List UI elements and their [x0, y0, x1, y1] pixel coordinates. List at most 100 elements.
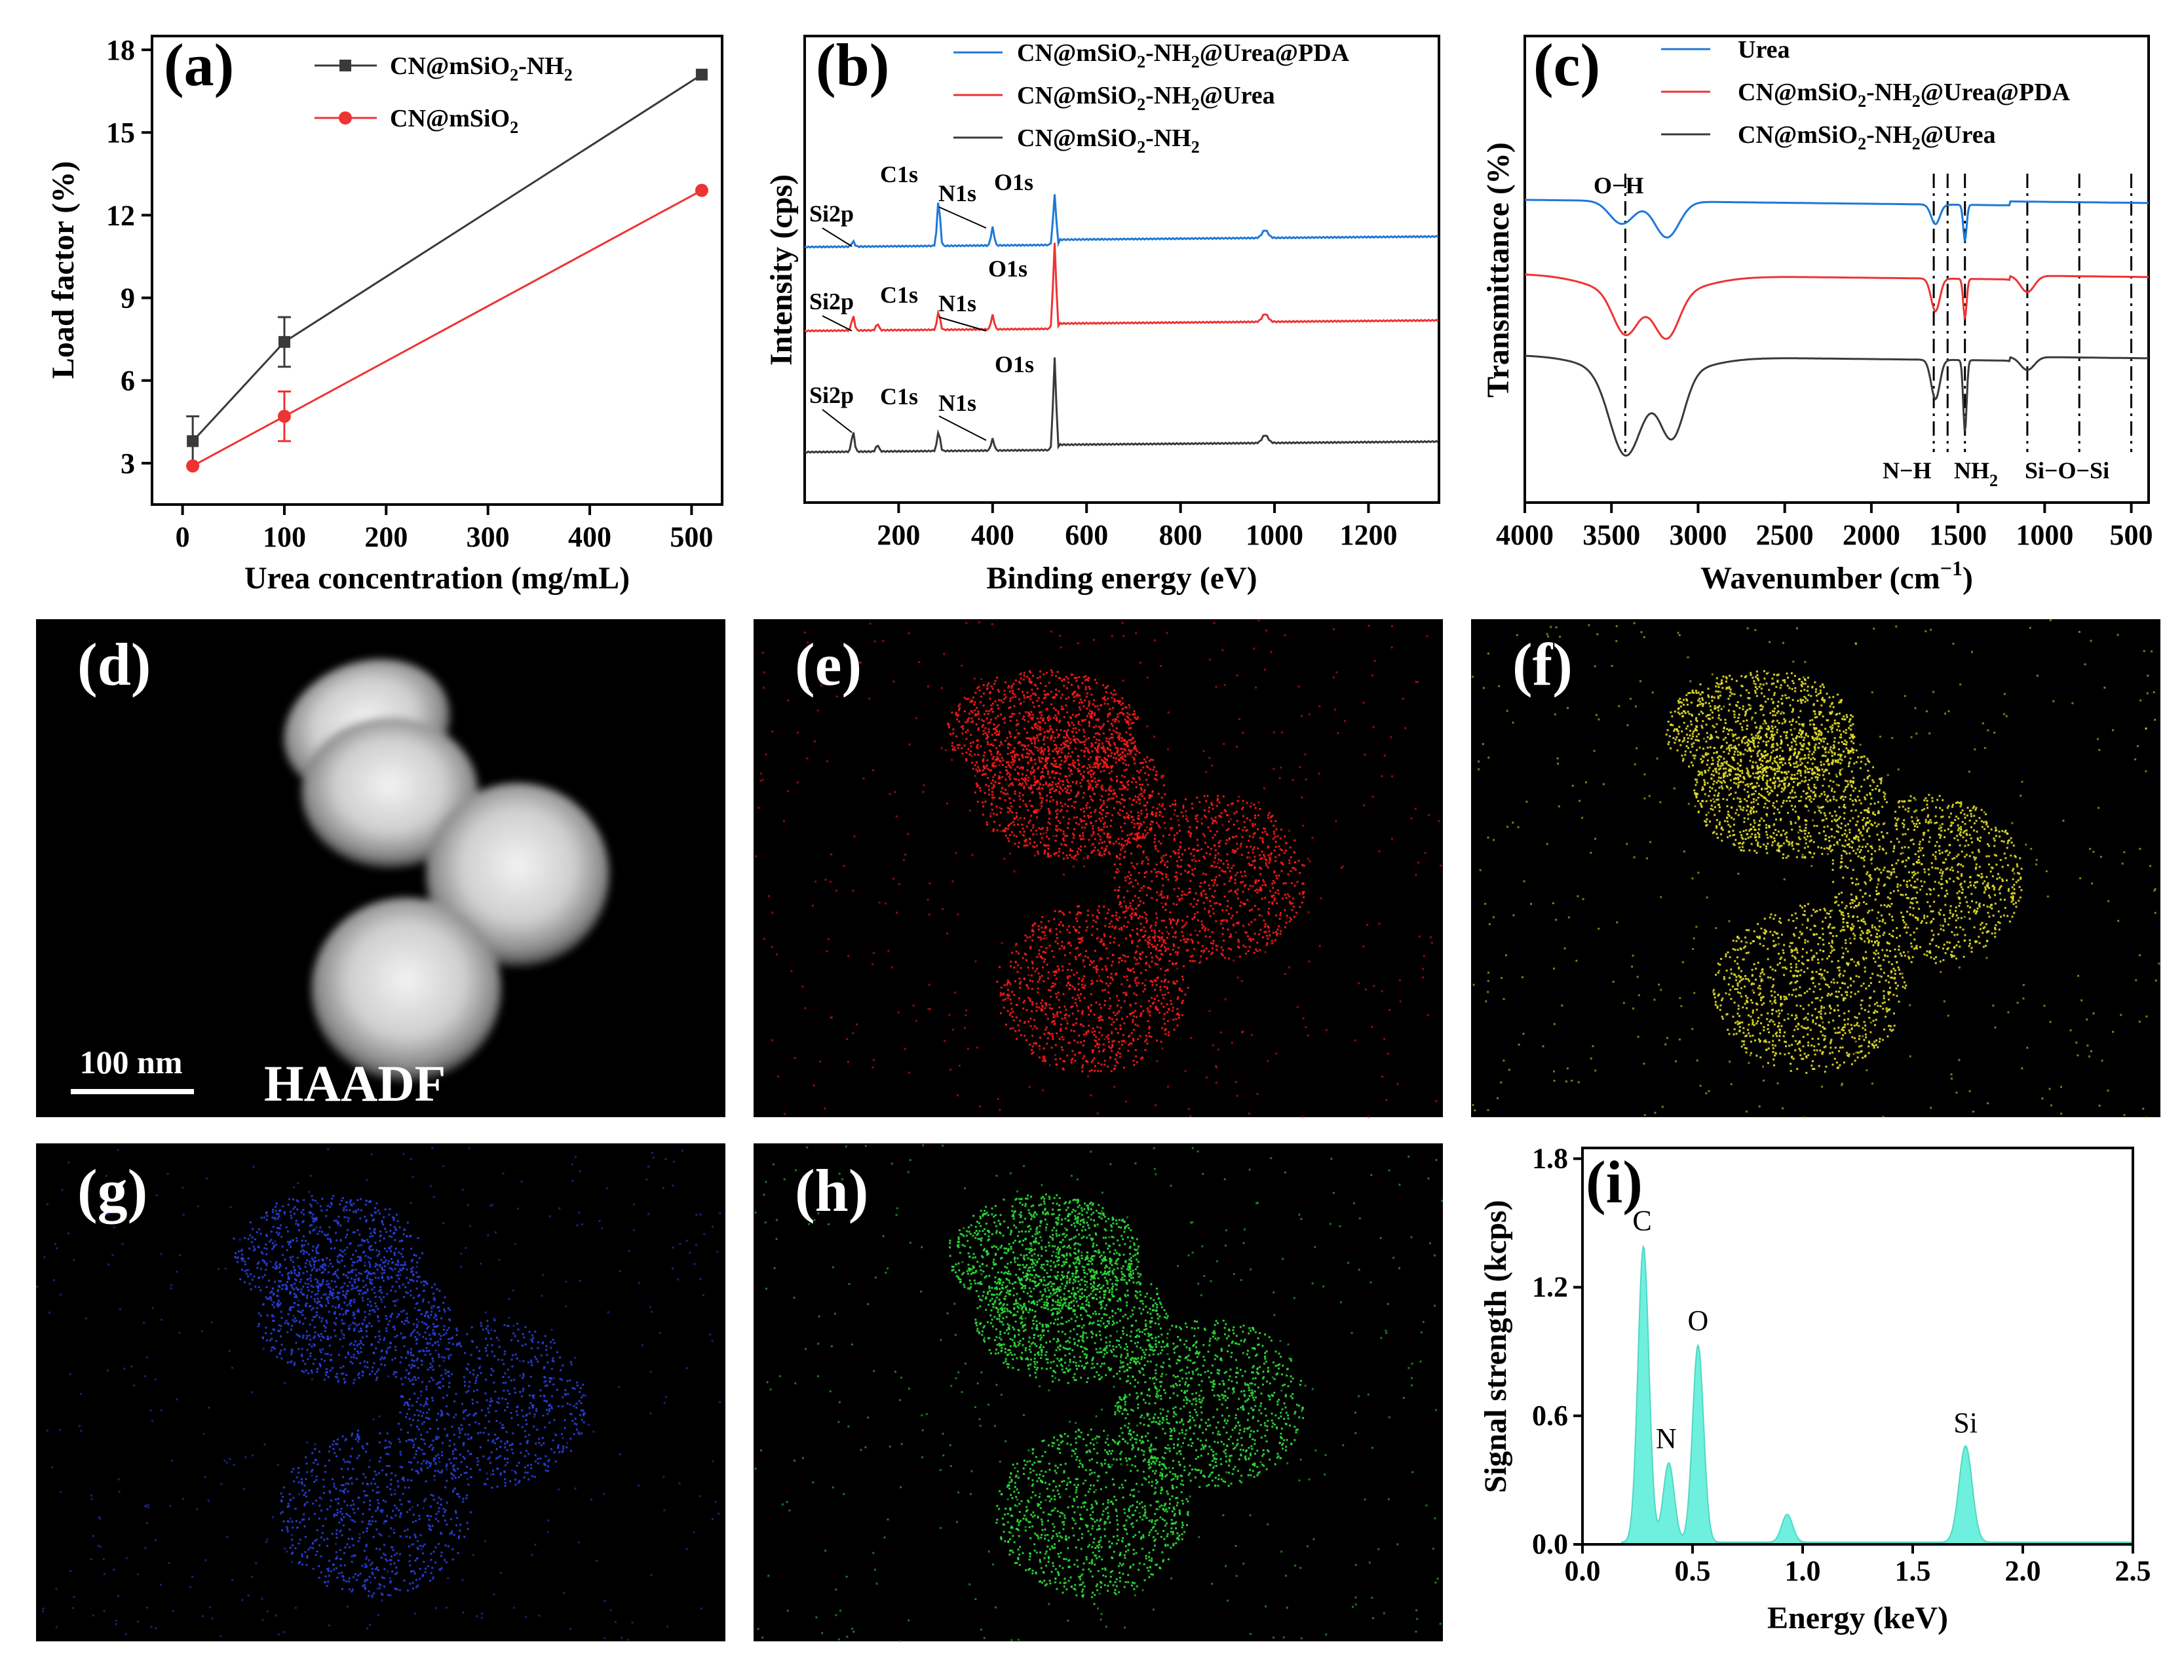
eds-signal-dot [1154, 935, 1156, 937]
eds-noise-dot [1123, 900, 1125, 902]
eds-noise-dot [1098, 975, 1100, 977]
eds-signal-dot [1198, 962, 1200, 964]
eds-signal-dot [1039, 748, 1041, 750]
eds-signal-dot [1113, 843, 1115, 845]
eds-signal-dot [1094, 705, 1096, 707]
eds-noise-dot [1267, 1060, 1269, 1062]
eds-signal-dot [994, 727, 996, 729]
eds-signal-dot [1089, 710, 1091, 712]
eds-noise-dot [2047, 896, 2049, 898]
eds-signal-dot [1037, 739, 1039, 741]
c-xtick-label: 1500 [1929, 519, 1987, 551]
eds-signal-dot [1058, 778, 1060, 780]
eds-signal-dot [1046, 795, 1048, 797]
eds-signal-dot [1151, 871, 1153, 873]
eds-signal-dot [1027, 756, 1029, 758]
eds-signal-dot [1090, 756, 1092, 758]
eds-signal-dot [1848, 727, 1850, 729]
eds-signal-dot [1077, 759, 1079, 761]
eds-noise-dot [1046, 937, 1048, 939]
eds-signal-dot [989, 769, 991, 771]
eds-signal-dot [1268, 930, 1270, 932]
eds-noise-dot [1265, 951, 1267, 953]
eds-noise-dot [1297, 1006, 1299, 1008]
eds-signal-dot [1101, 813, 1103, 815]
eds-signal-dot [1024, 953, 1026, 955]
c-xtick-label: 2500 [1756, 519, 1814, 551]
eds-noise-dot [971, 755, 973, 757]
eds-signal-dot [1117, 732, 1119, 734]
eds-signal-dot [1039, 1056, 1041, 1058]
eds-signal-dot [1103, 1063, 1105, 1065]
eds-signal-dot [986, 737, 987, 739]
eds-signal-dot [1687, 741, 1689, 743]
eds-signal-dot [999, 777, 1001, 779]
eds-signal-dot [1119, 1056, 1121, 1058]
eds-noise-dot [1951, 1078, 1953, 1080]
eds-signal-dot [1736, 738, 1738, 740]
eds-signal-dot [1152, 807, 1154, 809]
eds-signal-dot [1138, 897, 1140, 899]
eds-signal-dot [1143, 821, 1145, 823]
eds-signal-dot [1223, 919, 1225, 921]
eds-signal-dot [1108, 1008, 1110, 1010]
eds-signal-dot [1005, 793, 1006, 795]
eds-signal-dot [1105, 947, 1107, 949]
eds-signal-dot [1032, 727, 1034, 729]
eds-signal-dot [1278, 925, 1280, 927]
eds-signal-dot [1067, 785, 1069, 787]
eds-signal-dot [1701, 697, 1703, 699]
eds-signal-dot [1852, 723, 1854, 725]
eds-signal-dot [1242, 890, 1244, 892]
eds-signal-dot [1216, 805, 1218, 807]
eds-noise-dot [1782, 1107, 1784, 1109]
eds-signal-dot [1114, 700, 1116, 702]
eds-signal-dot [1113, 790, 1115, 792]
eds-noise-dot [1887, 774, 1889, 776]
eds-signal-dot [1081, 820, 1082, 822]
eds-noise-dot [913, 1004, 915, 1006]
eds-signal-dot [1069, 975, 1071, 977]
eds-noise-dot [1216, 1082, 1217, 1084]
eds-signal-dot [1049, 801, 1051, 803]
panel-d-label: (d) [77, 631, 151, 698]
eds-signal-dot [1056, 813, 1058, 815]
eds-signal-dot [1010, 1027, 1012, 1029]
eds-signal-dot [1123, 925, 1125, 927]
eds-signal-dot [982, 769, 984, 771]
eds-signal-dot [1163, 896, 1165, 898]
eds-signal-dot [1794, 687, 1796, 689]
eds-signal-dot [1119, 788, 1121, 790]
eds-signal-dot [1132, 714, 1134, 716]
eds-signal-dot [1090, 784, 1092, 786]
eds-noise-dot [830, 881, 832, 883]
eds-signal-dot [1094, 712, 1096, 714]
eds-noise-dot [784, 1113, 786, 1115]
eds-signal-dot [1013, 683, 1015, 685]
eds-signal-dot [1183, 939, 1185, 941]
eds-signal-dot [1043, 938, 1044, 940]
eds-signal-dot [1158, 824, 1160, 826]
eds-signal-dot [1224, 809, 1226, 811]
eds-signal-dot [1814, 681, 1816, 683]
panel-d-haadf-image: 100 nm HAADF (d) [36, 619, 725, 1117]
eds-noise-dot [896, 911, 898, 913]
eds-signal-dot [1018, 759, 1020, 761]
eds-signal-dot [1254, 866, 1255, 868]
eds-signal-dot [1056, 803, 1058, 805]
eds-signal-dot [1206, 957, 1208, 959]
eds-signal-dot [1092, 787, 1094, 789]
eds-signal-dot [1127, 784, 1129, 786]
eds-signal-dot [1099, 733, 1101, 735]
eds-signal-dot [1721, 682, 1723, 684]
eds-signal-dot [1118, 1010, 1120, 1012]
eds-signal-dot [1140, 769, 1141, 771]
eds-signal-dot [1018, 846, 1020, 848]
eds-signal-dot [1252, 849, 1254, 850]
eds-signal-dot [1054, 760, 1056, 762]
eds-noise-dot [1759, 1105, 1761, 1107]
panel-b-label: (b) [816, 31, 889, 98]
b-peak-label: N1s [938, 290, 976, 316]
eds-signal-dot [1102, 760, 1104, 762]
eds-noise-dot [887, 950, 889, 952]
